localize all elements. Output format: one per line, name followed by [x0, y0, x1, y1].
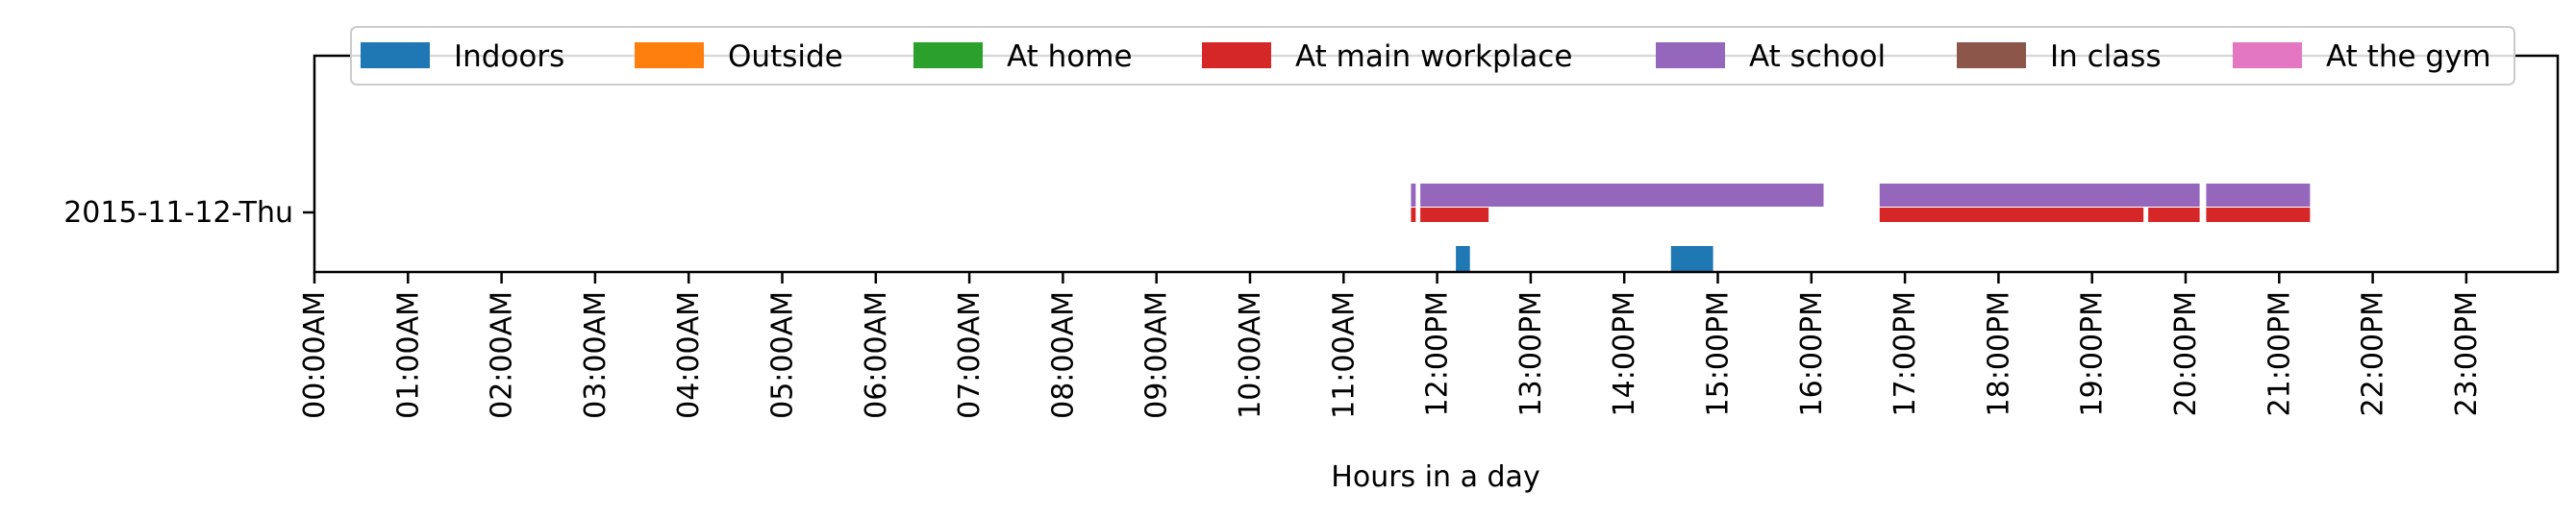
x-tick-label: 18:00PM	[1982, 291, 2015, 416]
bar-at-main-workplace-4	[2206, 208, 2311, 222]
bar-at-main-workplace-3	[2148, 208, 2200, 222]
bar-at-school-2	[1879, 184, 2200, 207]
legend-label-at-main-workplace: At main workplace	[1295, 39, 1572, 74]
y-tick-label: 2015-11-12-Thu	[63, 196, 293, 230]
x-tick-label: 10:00AM	[1234, 291, 1267, 419]
bars-layer	[1411, 184, 2311, 271]
bar-at-main-workplace-0	[1411, 208, 1416, 222]
plot-frame	[313, 54, 2560, 274]
bar-at-school-1	[1420, 184, 1824, 207]
bar-indoors-1	[1670, 246, 1713, 271]
x-tick-label: 21:00PM	[2263, 291, 2296, 416]
x-tick-label: 15:00PM	[1702, 291, 1736, 416]
x-tick-label: 22:00PM	[2357, 291, 2390, 416]
x-tick-label: 16:00PM	[1795, 291, 1829, 416]
x-tick-label: 20:00PM	[2169, 291, 2203, 416]
x-tick-label: 13:00PM	[1514, 291, 1548, 416]
x-tick-label: 14:00PM	[1608, 291, 1641, 416]
legend-swatch-outside	[635, 42, 704, 68]
x-axis: 00:00AM 01:00AM 02:00AM 03:00AM 04:00AM 05:00…	[298, 272, 2484, 419]
legend-swatch-at-home	[913, 42, 983, 68]
bar-at-school-3	[2206, 184, 2311, 207]
x-tick-label: 17:00PM	[1888, 291, 1922, 416]
legend-label-at-school: At school	[1749, 39, 1886, 74]
legend-label-indoors: Indoors	[454, 39, 564, 74]
bar-at-school-0	[1411, 184, 1416, 207]
x-tick-label: 00:00AM	[298, 291, 332, 419]
legend-frame	[350, 26, 2515, 86]
y-axis: 2015-11-12-Thu	[63, 196, 314, 230]
legend-label-at-home: At home	[1007, 39, 1133, 74]
x-tick-label: 12:00PM	[1421, 291, 1455, 416]
x-tick-label: 08:00AM	[1046, 291, 1080, 419]
bar-at-main-workplace-2	[1879, 208, 2144, 222]
bar-indoors-0	[1456, 246, 1470, 271]
bar-at-main-workplace-1	[1420, 208, 1489, 222]
legend-swatch-at-the-gym	[2233, 42, 2302, 68]
x-tick-label: 05:00AM	[766, 291, 800, 419]
x-tick-label: 06:00AM	[860, 291, 893, 419]
x-tick-label: 23:00PM	[2450, 291, 2484, 416]
x-tick-label: 19:00PM	[2076, 291, 2110, 416]
x-tick-label: 04:00AM	[672, 291, 706, 419]
x-tick-label: 07:00AM	[953, 291, 987, 419]
x-tick-label: 02:00AM	[486, 291, 519, 419]
legend-swatch-at-main-workplace	[1202, 42, 1271, 68]
x-tick-label: 01:00AM	[391, 291, 425, 419]
legend-swatch-indoors	[361, 42, 430, 68]
x-axis-title: Hours in a day	[1331, 460, 1539, 494]
legend-label-outside: Outside	[728, 39, 843, 74]
legend-label-at-the-gym: At the gym	[2326, 39, 2491, 74]
legend-label-in-class: In class	[2050, 39, 2162, 74]
x-tick-label: 09:00AM	[1140, 291, 1174, 419]
legend-swatch-in-class	[1957, 42, 2026, 68]
legend-swatch-at-school	[1656, 42, 1725, 68]
x-tick-label: 03:00AM	[579, 291, 613, 419]
x-tick-label: 11:00AM	[1327, 291, 1361, 419]
legend: Indoors Outside At home At main workplace At…	[350, 26, 2515, 86]
